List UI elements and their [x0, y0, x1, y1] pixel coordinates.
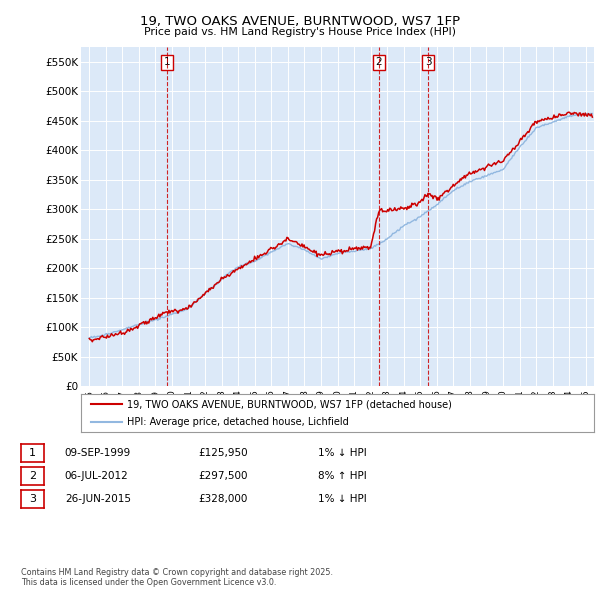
- Text: £328,000: £328,000: [198, 494, 247, 504]
- Text: 3: 3: [29, 494, 36, 504]
- Text: 19, TWO OAKS AVENUE, BURNTWOOD, WS7 1FP (detached house): 19, TWO OAKS AVENUE, BURNTWOOD, WS7 1FP …: [127, 399, 452, 409]
- Text: Price paid vs. HM Land Registry's House Price Index (HPI): Price paid vs. HM Land Registry's House …: [144, 27, 456, 37]
- Text: 1% ↓ HPI: 1% ↓ HPI: [318, 494, 367, 504]
- Text: 2: 2: [376, 57, 382, 67]
- Text: 2: 2: [29, 471, 36, 481]
- Text: 26-JUN-2015: 26-JUN-2015: [65, 494, 131, 504]
- Text: 8% ↑ HPI: 8% ↑ HPI: [318, 471, 367, 481]
- Text: £125,950: £125,950: [198, 448, 248, 458]
- Text: HPI: Average price, detached house, Lichfield: HPI: Average price, detached house, Lich…: [127, 417, 349, 427]
- Text: £297,500: £297,500: [198, 471, 248, 481]
- Text: 1: 1: [164, 57, 170, 67]
- Text: 3: 3: [425, 57, 431, 67]
- Text: 19, TWO OAKS AVENUE, BURNTWOOD, WS7 1FP: 19, TWO OAKS AVENUE, BURNTWOOD, WS7 1FP: [140, 15, 460, 28]
- Text: 1: 1: [29, 448, 36, 458]
- Text: Contains HM Land Registry data © Crown copyright and database right 2025.
This d: Contains HM Land Registry data © Crown c…: [21, 568, 333, 587]
- Text: 06-JUL-2012: 06-JUL-2012: [65, 471, 128, 481]
- Text: 09-SEP-1999: 09-SEP-1999: [65, 448, 131, 458]
- Text: 1% ↓ HPI: 1% ↓ HPI: [318, 448, 367, 458]
